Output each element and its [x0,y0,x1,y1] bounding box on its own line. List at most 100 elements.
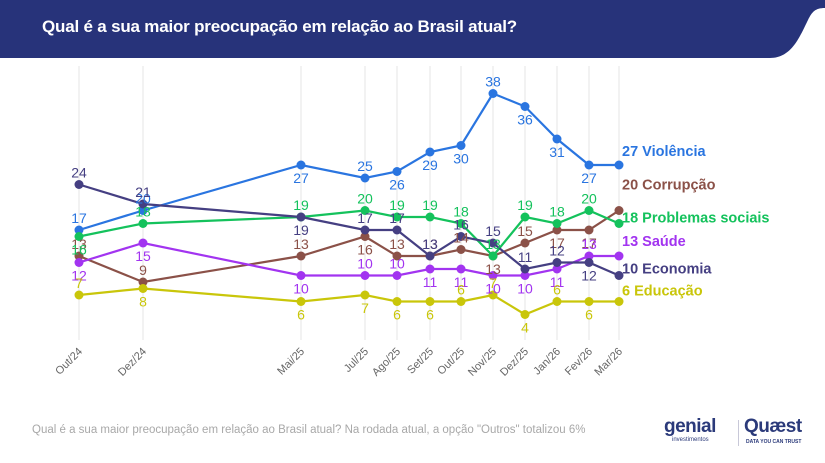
data-point [425,297,435,306]
footnote: Qual é a sua maior preocupação em relaçã… [32,424,586,436]
data-label: 6 [426,307,434,323]
legend-label: 6 Educação [622,284,703,300]
data-label: 9 [139,262,147,278]
x-tick-label: Dez/24 [116,346,149,379]
x-tick-label: Nov/25 [466,346,499,379]
data-point [392,212,402,222]
data-label: 20 [135,191,151,207]
data-point [614,206,624,215]
data-label: 38 [485,74,501,90]
quaest-logo: Quæst [744,416,802,437]
data-label: 13 [422,236,438,252]
logo-divider [738,420,739,446]
x-tick-label: Ago/25 [370,346,403,379]
data-point [456,219,466,228]
data-label: 13 [422,236,438,252]
data-point [488,238,498,248]
logos: genial investimentos Quæst DATA YOU CAN … [664,416,814,452]
data-label: 25 [357,158,373,174]
data-label: 18 [453,204,469,220]
data-label: 12 [71,268,87,284]
data-label: 20 [357,191,373,207]
data-label: 10 [293,281,309,297]
data-label: 15 [517,223,533,239]
series-line-corrupção [78,209,620,284]
data-label: 13 [485,236,501,252]
data-point [392,225,402,235]
data-label: 10 [389,256,405,272]
data-label: 4 [521,320,529,336]
series-line-economia [78,183,620,277]
data-point [584,160,594,170]
data-label: 16 [453,217,469,233]
data-label: 17 [389,210,405,226]
x-tick-label: Out/25 [435,346,467,378]
data-point [456,141,466,150]
data-label: 10 [357,256,373,272]
data-label: 14 [453,230,469,246]
data-point [614,219,624,228]
series-line-problemas-sociais [78,209,620,258]
genial-logo: genial [664,416,716,437]
data-label: 30 [453,151,469,167]
data-label: 6 [297,307,305,323]
data-label: 36 [517,112,533,128]
data-label: 6 [393,307,401,323]
data-label: 7 [489,275,497,291]
data-label: 19 [293,222,309,238]
data-label: 13 [581,236,597,252]
data-label: 11 [423,274,438,290]
data-point [456,232,466,241]
data-point [584,206,594,215]
series-line-educação [78,287,619,316]
data-label: 27 [581,170,597,186]
data-point [520,212,530,222]
data-point [138,284,148,293]
data-point [552,258,562,267]
data-label: 19 [293,197,309,213]
series-lines [78,92,620,316]
data-label: 13 [293,236,309,252]
data-point [425,212,435,222]
x-tick-label: Jul/25 [342,346,371,375]
data-label: 6 [553,282,561,298]
data-point [584,251,594,261]
data-point [74,232,84,241]
data-label: 7 [361,300,369,316]
data-label: 19 [389,197,405,213]
data-label: 6 [585,307,593,323]
data-label: 6 [457,282,465,298]
data-label: 17 [581,235,597,251]
data-point [74,251,84,261]
data-point [392,167,402,176]
data-label: 13 [71,236,87,252]
data-point [584,258,594,267]
data-point [360,206,370,215]
data-point [296,212,306,222]
data-point [520,271,530,280]
data-point [520,310,530,319]
data-label: 19 [422,197,438,213]
data-point [425,147,435,157]
data-label: 10 [517,281,533,297]
data-point [614,271,624,280]
data-label: 17 [357,210,373,226]
data-point [614,297,624,306]
data-point [425,264,435,274]
data-label: 13 [485,261,501,277]
data-point [520,238,530,248]
data-point [520,264,530,274]
data-point [296,160,306,170]
data-label: 15 [485,223,501,239]
data-point [488,271,498,280]
data-point [520,102,530,111]
data-label: 16 [357,242,373,258]
data-point [392,297,402,306]
data-point [392,271,402,280]
legend-label: 13 Saúde [622,234,686,250]
data-label: 18 [549,204,565,220]
data-label: 12 [549,243,565,259]
data-point [552,297,562,306]
